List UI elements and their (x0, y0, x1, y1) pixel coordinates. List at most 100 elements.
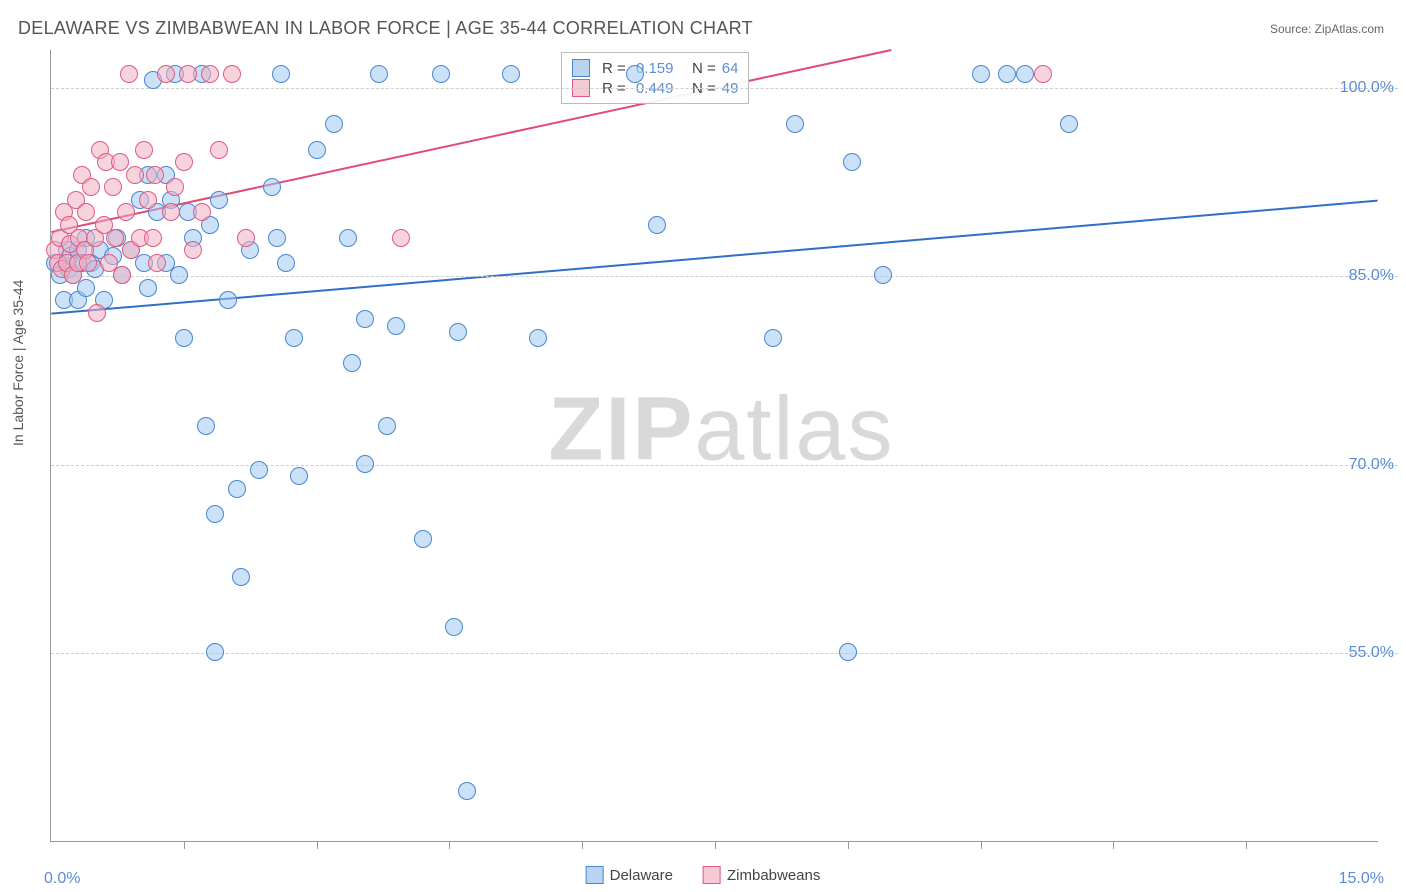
scatter-point (529, 329, 547, 347)
scatter-point (166, 178, 184, 196)
scatter-point (184, 241, 202, 259)
scatter-point (370, 65, 388, 83)
scatter-point (139, 191, 157, 209)
x-tick (1246, 841, 1247, 849)
scatter-point (432, 65, 450, 83)
scatter-point (308, 141, 326, 159)
scatter-point (210, 141, 228, 159)
scatter-point (237, 229, 255, 247)
scatter-point (210, 191, 228, 209)
n-label: N = (679, 60, 715, 77)
scatter-point (356, 310, 374, 328)
x-tick (317, 841, 318, 849)
r-label: R = (602, 60, 626, 77)
scatter-point (272, 65, 290, 83)
scatter-point (268, 229, 286, 247)
scatter-point (843, 153, 861, 171)
x-tick (582, 841, 583, 849)
scatter-point (126, 166, 144, 184)
gridline (51, 88, 1398, 89)
scatter-point (972, 65, 990, 83)
legend-item: Zimbabweans (703, 866, 820, 884)
scatter-point (502, 65, 520, 83)
x-tick (981, 841, 982, 849)
legend-item: Delaware (586, 866, 673, 884)
y-tick-label: 85.0% (1349, 267, 1394, 285)
scatter-point (839, 643, 857, 661)
x-tick (1113, 841, 1114, 849)
scatter-point (290, 467, 308, 485)
scatter-point (998, 65, 1016, 83)
scatter-point (206, 643, 224, 661)
scatter-point (339, 229, 357, 247)
scatter-point (170, 266, 188, 284)
scatter-point (144, 229, 162, 247)
scatter-point (356, 455, 374, 473)
scatter-point (104, 178, 122, 196)
x-tick (449, 841, 450, 849)
n-value: 64 (722, 60, 739, 77)
scatter-point (626, 65, 644, 83)
scatter-point (146, 166, 164, 184)
scatter-point (343, 354, 361, 372)
scatter-point (148, 254, 166, 272)
scatter-point (77, 203, 95, 221)
scatter-point (139, 279, 157, 297)
x-tick-label-right: 15.0% (1339, 870, 1384, 888)
scatter-point (250, 461, 268, 479)
scatter-point (786, 115, 804, 133)
scatter-point (458, 782, 476, 800)
scatter-point (120, 65, 138, 83)
scatter-point (392, 229, 410, 247)
gridline (51, 276, 1398, 277)
y-tick-label: 70.0% (1349, 456, 1394, 474)
scatter-point (1034, 65, 1052, 83)
scatter-point (197, 417, 215, 435)
scatter-point (88, 304, 106, 322)
plot-area: ZIPatlas R = 0.159 N = 64R = 0.449 N = 4… (50, 50, 1378, 842)
scatter-point (175, 153, 193, 171)
gridline (51, 653, 1398, 654)
legend-label: Zimbabweans (727, 867, 820, 884)
legend-swatch (586, 866, 604, 884)
scatter-point (111, 153, 129, 171)
y-tick-label: 100.0% (1340, 79, 1394, 97)
stats-legend-row: R = 0.159 N = 64 (572, 59, 738, 77)
scatter-point (79, 254, 97, 272)
x-tick (715, 841, 716, 849)
y-axis-label: In Labor Force | Age 35-44 (10, 280, 26, 446)
scatter-point (764, 329, 782, 347)
scatter-point (219, 291, 237, 309)
chart-title: DELAWARE VS ZIMBABWEAN IN LABOR FORCE | … (18, 18, 753, 39)
scatter-point (232, 568, 250, 586)
legend-swatch (703, 866, 721, 884)
scatter-point (106, 229, 124, 247)
legend-swatch (572, 59, 590, 77)
scatter-point (117, 203, 135, 221)
y-tick-label: 55.0% (1349, 644, 1394, 662)
scatter-point (113, 266, 131, 284)
scatter-point (874, 266, 892, 284)
scatter-point (206, 505, 224, 523)
trend-lines-layer (51, 50, 1378, 841)
scatter-point (179, 65, 197, 83)
source-label: Source: ZipAtlas.com (1270, 22, 1384, 36)
x-tick-label-left: 0.0% (44, 870, 80, 888)
scatter-point (157, 65, 175, 83)
scatter-point (1060, 115, 1078, 133)
scatter-point (201, 65, 219, 83)
scatter-point (228, 480, 246, 498)
scatter-point (414, 530, 432, 548)
stats-legend: R = 0.159 N = 64R = 0.449 N = 49 (561, 52, 749, 104)
scatter-point (1016, 65, 1034, 83)
scatter-point (193, 203, 211, 221)
scatter-point (378, 417, 396, 435)
scatter-point (285, 329, 303, 347)
scatter-point (648, 216, 666, 234)
scatter-point (445, 618, 463, 636)
scatter-point (162, 203, 180, 221)
scatter-point (223, 65, 241, 83)
scatter-point (263, 178, 281, 196)
x-tick (184, 841, 185, 849)
scatter-point (387, 317, 405, 335)
